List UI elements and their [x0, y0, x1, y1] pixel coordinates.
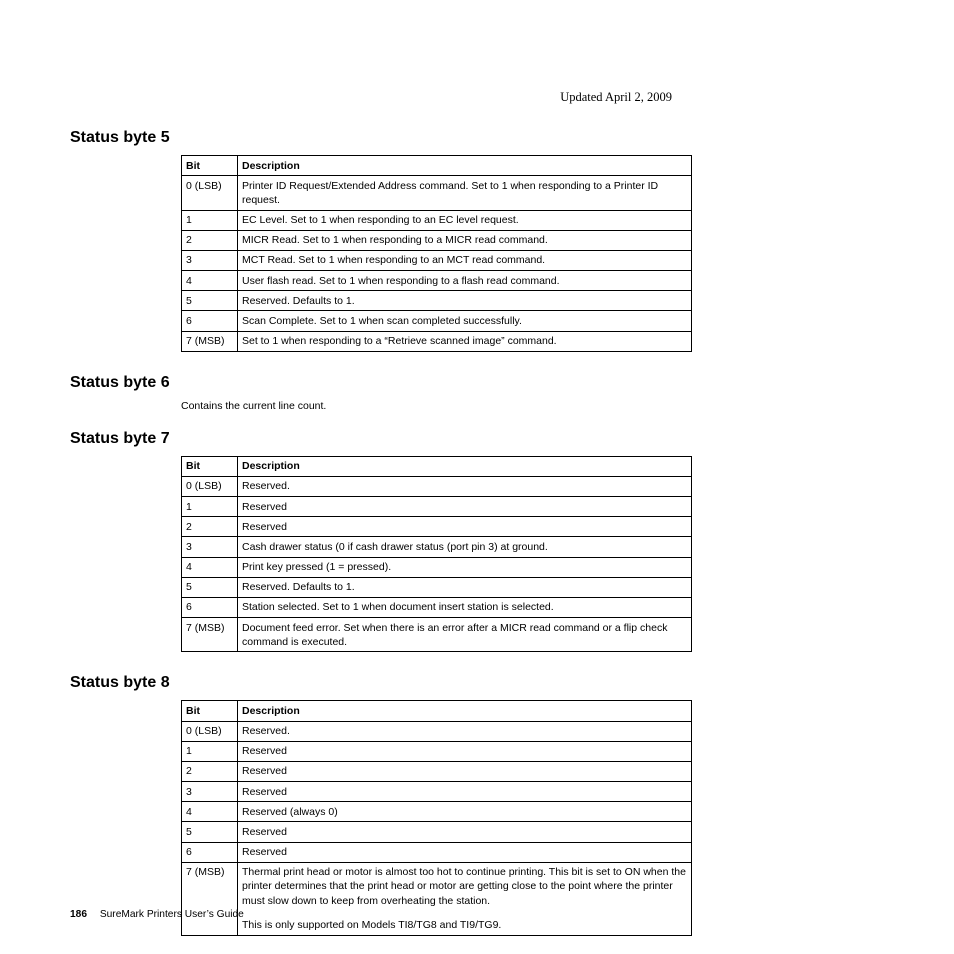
- cell-bit: 6: [182, 842, 238, 862]
- table-row: 3MCT Read. Set to 1 when responding to a…: [182, 250, 692, 270]
- cell-bit: 4: [182, 557, 238, 577]
- cell-bit: 1: [182, 210, 238, 230]
- cell-bit: 5: [182, 822, 238, 842]
- cell-bit: 3: [182, 537, 238, 557]
- table-row: 0 (LSB)Reserved.: [182, 721, 692, 741]
- cell-desc: Reserved: [238, 761, 692, 781]
- table-row: 1EC Level. Set to 1 when responding to a…: [182, 210, 692, 230]
- cell-bit: 2: [182, 517, 238, 537]
- status-byte-6-body: Contains the current line count.: [70, 400, 884, 412]
- table-row: 5Reserved: [182, 822, 692, 842]
- cell-bit: 6: [182, 311, 238, 331]
- table-row: 6Reserved: [182, 842, 692, 862]
- cell-desc-p1: Thermal print head or motor is almost to…: [242, 865, 687, 908]
- table-row: 1Reserved: [182, 741, 692, 761]
- heading-status-byte-5: Status byte 5: [70, 129, 884, 147]
- status-byte-7-table: Bit Description 0 (LSB)Reserved. 1Reserv…: [181, 456, 692, 653]
- cell-desc: Reserved.: [238, 476, 692, 496]
- table-container-7: Bit Description 0 (LSB)Reserved. 1Reserv…: [70, 456, 884, 653]
- table-row: 6Scan Complete. Set to 1 when scan compl…: [182, 311, 692, 331]
- table-row: 0 (LSB)Printer ID Request/Extended Addre…: [182, 176, 692, 210]
- col-desc-header: Description: [238, 456, 692, 476]
- cell-desc: Reserved (always 0): [238, 802, 692, 822]
- updated-date: Updated April 2, 2009: [70, 90, 884, 105]
- page-number: 186: [70, 909, 87, 920]
- cell-desc: Printer ID Request/Extended Address comm…: [238, 176, 692, 210]
- table-row: 2Reserved: [182, 761, 692, 781]
- cell-desc: Reserved: [238, 782, 692, 802]
- table-row: 3Cash drawer status (0 if cash drawer st…: [182, 537, 692, 557]
- table-row: 0 (LSB)Reserved.: [182, 476, 692, 496]
- cell-bit: 7 (MSB): [182, 618, 238, 652]
- table-row: 5Reserved. Defaults to 1.: [182, 577, 692, 597]
- cell-bit: 4: [182, 271, 238, 291]
- cell-bit: 7 (MSB): [182, 331, 238, 351]
- table-row: 6Station selected. Set to 1 when documen…: [182, 597, 692, 617]
- table-row: 4Reserved (always 0): [182, 802, 692, 822]
- footer-title: SureMark Printers User’s Guide: [100, 909, 244, 920]
- heading-status-byte-8: Status byte 8: [70, 674, 884, 692]
- table-header-row: Bit Description: [182, 456, 692, 476]
- cell-desc: Reserved: [238, 497, 692, 517]
- table-row: 3Reserved: [182, 782, 692, 802]
- paragraph-gap: [242, 908, 687, 918]
- cell-desc: Set to 1 when responding to a “Retrieve …: [238, 331, 692, 351]
- cell-bit: 3: [182, 250, 238, 270]
- cell-desc: Scan Complete. Set to 1 when scan comple…: [238, 311, 692, 331]
- cell-bit: 7 (MSB): [182, 862, 238, 935]
- col-bit-header: Bit: [182, 701, 238, 721]
- cell-desc: Document feed error. Set when there is a…: [238, 618, 692, 652]
- cell-desc: Reserved.: [238, 721, 692, 741]
- cell-desc-p2: This is only supported on Models TI8/TG8…: [242, 918, 687, 932]
- cell-desc: Cash drawer status (0 if cash drawer sta…: [238, 537, 692, 557]
- cell-desc: MICR Read. Set to 1 when responding to a…: [238, 230, 692, 250]
- status-byte-8-table: Bit Description 0 (LSB)Reserved. 1Reserv…: [181, 700, 692, 935]
- status-byte-5-table: Bit Description 0 (LSB)Printer ID Reques…: [181, 155, 692, 352]
- cell-bit: 5: [182, 577, 238, 597]
- cell-bit: 3: [182, 782, 238, 802]
- cell-desc: Reserved: [238, 741, 692, 761]
- table-header-row: Bit Description: [182, 156, 692, 176]
- cell-bit: 0 (LSB): [182, 476, 238, 496]
- cell-desc: User flash read. Set to 1 when respondin…: [238, 271, 692, 291]
- table-row: 1Reserved: [182, 497, 692, 517]
- heading-status-byte-6: Status byte 6: [70, 374, 884, 392]
- table-row: 2MICR Read. Set to 1 when responding to …: [182, 230, 692, 250]
- cell-desc: Reserved. Defaults to 1.: [238, 577, 692, 597]
- cell-desc: Reserved: [238, 842, 692, 862]
- cell-desc: Reserved. Defaults to 1.: [238, 291, 692, 311]
- cell-bit: 1: [182, 497, 238, 517]
- table-row: 7 (MSB) Thermal print head or motor is a…: [182, 862, 692, 935]
- table-header-row: Bit Description: [182, 701, 692, 721]
- table-row: 7 (MSB)Document feed error. Set when the…: [182, 618, 692, 652]
- page-footer: 186 SureMark Printers User’s Guide: [70, 909, 244, 920]
- table-row: 7 (MSB)Set to 1 when responding to a “Re…: [182, 331, 692, 351]
- table-row: 5Reserved. Defaults to 1.: [182, 291, 692, 311]
- cell-desc: Station selected. Set to 1 when document…: [238, 597, 692, 617]
- col-bit-header: Bit: [182, 156, 238, 176]
- cell-desc: EC Level. Set to 1 when responding to an…: [238, 210, 692, 230]
- cell-desc: MCT Read. Set to 1 when responding to an…: [238, 250, 692, 270]
- table-container-5: Bit Description 0 (LSB)Printer ID Reques…: [70, 155, 884, 352]
- cell-bit: 6: [182, 597, 238, 617]
- cell-desc: Reserved: [238, 822, 692, 842]
- col-desc-header: Description: [238, 156, 692, 176]
- cell-bit: 0 (LSB): [182, 176, 238, 210]
- cell-desc: Thermal print head or motor is almost to…: [238, 862, 692, 935]
- cell-desc: Reserved: [238, 517, 692, 537]
- table-row: 4Print key pressed (1 = pressed).: [182, 557, 692, 577]
- cell-bit: 0 (LSB): [182, 721, 238, 741]
- table-row: 2Reserved: [182, 517, 692, 537]
- cell-bit: 2: [182, 230, 238, 250]
- col-desc-header: Description: [238, 701, 692, 721]
- cell-bit: 1: [182, 741, 238, 761]
- cell-bit: 4: [182, 802, 238, 822]
- heading-status-byte-7: Status byte 7: [70, 430, 884, 448]
- cell-bit: 5: [182, 291, 238, 311]
- table-container-8: Bit Description 0 (LSB)Reserved. 1Reserv…: [70, 700, 884, 935]
- table-row: 4User flash read. Set to 1 when respondi…: [182, 271, 692, 291]
- cell-desc: Print key pressed (1 = pressed).: [238, 557, 692, 577]
- cell-bit: 2: [182, 761, 238, 781]
- col-bit-header: Bit: [182, 456, 238, 476]
